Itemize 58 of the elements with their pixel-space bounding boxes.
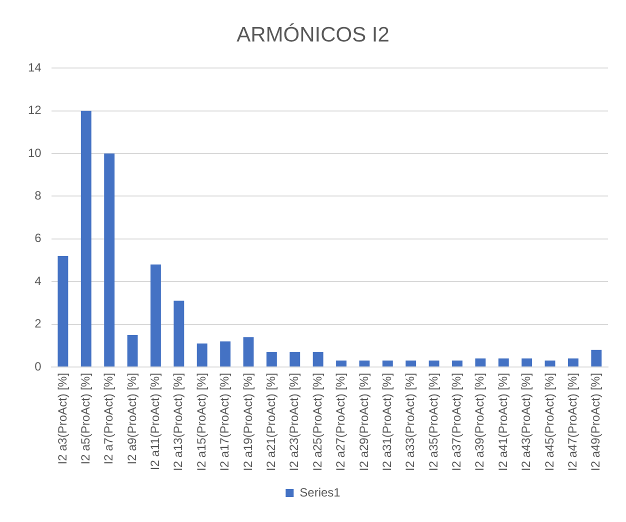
- bar: [150, 264, 161, 366]
- y-tick-label: 0: [34, 359, 42, 374]
- x-tick-label: I2 a19(ProAct) [%]: [240, 372, 255, 472]
- bar: [127, 334, 138, 366]
- x-tick-label: I2 a25(ProAct) [%]: [310, 372, 324, 472]
- x-tick-label: I2 a5(ProAct) [%]: [78, 372, 92, 464]
- bar: [475, 358, 486, 366]
- legend-label: Series1: [300, 485, 341, 500]
- bar: [243, 337, 254, 366]
- y-tick-label: 2: [34, 316, 42, 331]
- bar: [428, 360, 440, 366]
- x-tick-label: I2 a13(ProAct) [%]: [171, 372, 186, 472]
- bar: [312, 352, 324, 366]
- x-tick-label: I2 a23(ProAct) [%]: [287, 372, 302, 472]
- x-tick-label: I2 a9(ProAct) [%]: [124, 372, 139, 464]
- bar: [591, 350, 602, 366]
- x-tick-label: I2 a47(ProAct) [%]: [566, 372, 580, 472]
- x-tick-label: I2 a37(ProAct) [%]: [450, 372, 464, 472]
- bar: [174, 300, 184, 366]
- x-tick-label: I2 a41(ProAct) [%]: [496, 372, 510, 472]
- bar: [568, 358, 578, 366]
- x-tick-label: I2 a29(ProAct) [%]: [356, 372, 371, 472]
- x-tick-label: I2 a31(ProAct) [%]: [380, 372, 394, 472]
- bar: [336, 360, 346, 366]
- x-tick-label: I2 a49(ProAct) [%]: [588, 372, 603, 472]
- x-tick-label: I2 a35(ProAct) [%]: [426, 372, 440, 472]
- x-tick-label: I2 a45(ProAct) [%]: [542, 372, 556, 472]
- bar: [80, 110, 92, 366]
- bar: [220, 341, 231, 366]
- y-tick-label: 14: [28, 60, 42, 75]
- bar: [58, 256, 68, 366]
- y-tick-label: 12: [28, 103, 42, 118]
- bar: [290, 352, 300, 366]
- x-tick-label: I2 a21(ProAct) [%]: [264, 372, 278, 472]
- chart-title: ARMÓNICOS I2: [236, 22, 390, 46]
- bar: [522, 358, 532, 366]
- bar: [382, 360, 393, 366]
- x-tick-label: I2 a33(ProAct) [%]: [403, 372, 418, 472]
- x-tick-label: I2 a43(ProAct) [%]: [519, 372, 534, 472]
- bar: [406, 360, 416, 366]
- bar: [266, 352, 277, 366]
- bar: [196, 343, 208, 366]
- bar: [452, 360, 462, 366]
- y-tick-label: 8: [34, 188, 42, 203]
- x-tick-label: I2 a39(ProAct) [%]: [472, 372, 487, 472]
- bar: [104, 154, 115, 366]
- x-tick-label: I2 a7(ProAct) [%]: [102, 372, 116, 464]
- x-tick-label: I2 a11(ProAct) [%]: [148, 372, 162, 470]
- y-tick-label: 4: [34, 274, 42, 288]
- y-tick-label: 6: [34, 231, 42, 246]
- x-tick-label: I2 a17(ProAct) [%]: [218, 372, 232, 472]
- bar: [544, 360, 556, 366]
- bar: [498, 358, 509, 366]
- x-tick-label: I2 a15(ProAct) [%]: [194, 372, 208, 472]
- x-tick-label: I2 a27(ProAct) [%]: [334, 372, 348, 472]
- y-tick-label: 10: [28, 146, 42, 160]
- bar: [359, 360, 370, 366]
- x-tick-label: I2 a3(ProAct) [%]: [55, 372, 70, 464]
